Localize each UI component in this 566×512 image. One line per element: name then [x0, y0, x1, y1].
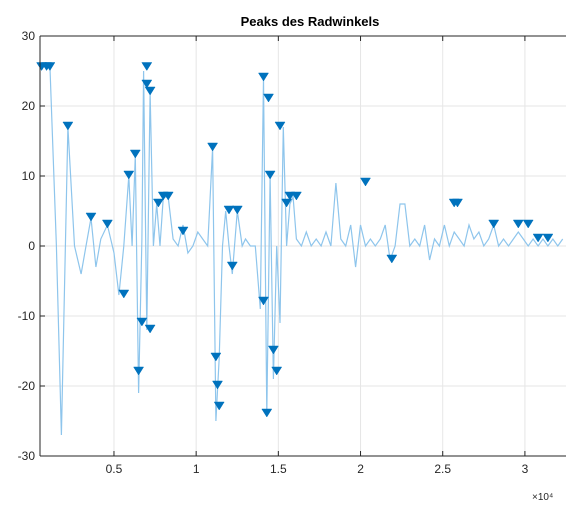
peak-marker	[522, 219, 534, 229]
peak-marker	[162, 191, 174, 201]
peak-marker	[141, 79, 153, 89]
peak-markers	[36, 62, 554, 418]
peak-marker	[386, 254, 398, 264]
x-tick-label: 0.5	[106, 462, 123, 476]
peak-marker	[152, 198, 164, 208]
y-tick-label: 30	[22, 29, 36, 43]
peak-marker	[281, 198, 293, 208]
peak-marker	[231, 205, 243, 215]
x-exponent-label: ×10⁴	[532, 492, 553, 503]
series-line	[41, 64, 564, 436]
peak-marker	[258, 72, 269, 82]
y-tick-label: -10	[18, 309, 36, 323]
y-tick-label: 10	[22, 169, 36, 183]
peak-marker	[258, 296, 269, 306]
x-tick-label: 2	[357, 462, 364, 476]
peak-marker	[360, 177, 371, 187]
peak-marker	[144, 324, 156, 334]
tick-labels: 0.5 1 1.5 2 2.5 3 -30 -20 -10 0 10 20 30	[18, 29, 529, 476]
peak-marker	[177, 226, 189, 236]
y-tick-label: 20	[22, 99, 36, 113]
peak-marker	[271, 366, 283, 376]
peak-marker	[101, 219, 113, 229]
peak-marker	[62, 121, 74, 131]
y-tick-label: -20	[18, 379, 36, 393]
peak-marker	[226, 261, 238, 271]
peak-marker	[207, 142, 219, 152]
peak-marker	[512, 219, 524, 229]
peak-marker	[123, 170, 135, 180]
peak-marker	[290, 191, 302, 201]
x-tick-label: 1	[193, 462, 200, 476]
grid	[40, 35, 566, 457]
peak-marker	[133, 366, 145, 376]
peak-marker	[542, 233, 554, 243]
peak-marker	[267, 345, 279, 355]
peak-marker	[136, 317, 148, 327]
peak-marker	[210, 352, 222, 362]
peak-marker	[129, 149, 141, 159]
peak-marker	[212, 380, 223, 390]
peak-marker	[532, 233, 544, 243]
peak-marker	[223, 205, 235, 215]
peak-marker	[85, 212, 97, 222]
peak-marker	[118, 289, 130, 299]
x-tick-label: 3	[522, 462, 529, 476]
x-tick-label: 1.5	[270, 462, 287, 476]
peak-marker	[452, 198, 463, 208]
chart-title: Peaks des Radwinkels	[241, 14, 380, 29]
peak-marker	[213, 401, 225, 411]
peak-marker	[141, 62, 153, 71]
peak-marker	[264, 170, 276, 180]
peak-marker	[144, 86, 156, 96]
peak-marker	[488, 219, 500, 229]
peak-marker	[263, 93, 274, 103]
x-tick-label: 2.5	[434, 462, 451, 476]
series-path	[41, 64, 564, 436]
y-tick-label: 0	[28, 239, 35, 253]
y-tick-label: -30	[18, 449, 36, 463]
peak-marker	[44, 62, 56, 71]
peak-marker	[274, 121, 286, 131]
axes	[39, 35, 566, 457]
peak-marker	[261, 408, 273, 418]
